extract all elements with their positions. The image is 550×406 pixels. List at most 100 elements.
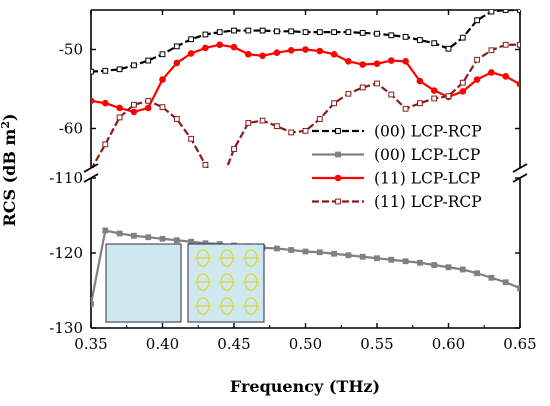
data-point xyxy=(202,161,209,168)
legend-label: (00) LCP-LCP xyxy=(374,146,480,164)
data-point xyxy=(91,301,94,307)
data-point xyxy=(345,58,352,65)
y-axis-title-superscript: 2 xyxy=(0,121,12,129)
data-point xyxy=(302,29,309,36)
data-point xyxy=(287,46,295,54)
x-tick-label: 0.35 xyxy=(74,335,107,353)
data-point xyxy=(131,232,137,239)
legend: (00) LCP-RCP (00) LCP-LCP (11) LCP-LCP (11)… xyxy=(312,123,482,211)
data-point xyxy=(274,123,280,130)
data-point xyxy=(116,114,123,121)
legend-label: (11) LCP-RCP xyxy=(374,193,482,211)
data-point xyxy=(335,198,341,205)
series-3 xyxy=(91,41,520,116)
data-point xyxy=(288,28,295,35)
data-point xyxy=(288,129,295,136)
series-layer xyxy=(91,10,520,307)
data-point xyxy=(316,47,324,55)
data-point xyxy=(316,249,323,256)
data-point xyxy=(335,151,341,158)
inset-coded-panel xyxy=(187,243,265,323)
series-2 xyxy=(91,227,520,307)
series-4 xyxy=(91,41,520,189)
data-point xyxy=(473,76,481,83)
break-mark-upper-right xyxy=(512,163,528,173)
data-point xyxy=(474,17,481,24)
data-point xyxy=(231,27,237,34)
data-point xyxy=(302,46,309,53)
data-point xyxy=(159,76,166,83)
series-line xyxy=(91,43,520,114)
data-point xyxy=(330,50,338,58)
y-tick-label: -130 xyxy=(49,319,83,337)
y-axis-title-close: ) xyxy=(0,113,19,121)
data-point xyxy=(445,45,452,52)
data-point xyxy=(217,184,222,189)
series-line xyxy=(91,10,520,73)
data-point xyxy=(145,57,152,64)
data-point xyxy=(316,29,323,36)
data-point xyxy=(188,238,194,245)
data-point xyxy=(345,252,352,259)
data-point xyxy=(331,29,338,36)
data-point xyxy=(91,68,94,75)
data-point xyxy=(131,101,137,108)
data-point xyxy=(373,60,381,68)
data-point xyxy=(417,37,423,43)
data-point xyxy=(202,44,209,52)
x-tick-label: 0.55 xyxy=(360,335,393,353)
data-point xyxy=(459,88,467,95)
data-point xyxy=(288,247,295,253)
break-mark-lower-right xyxy=(512,173,528,183)
data-point xyxy=(359,253,366,260)
data-point xyxy=(188,135,194,142)
x-tick-label: 0.50 xyxy=(289,335,322,353)
x-tick-label: 0.40 xyxy=(146,335,179,353)
legend-label: (11) LCP-LCP xyxy=(374,170,480,188)
data-point xyxy=(102,141,109,148)
data-point xyxy=(231,146,237,152)
data-point xyxy=(345,29,352,36)
data-point xyxy=(359,84,366,91)
data-point xyxy=(517,10,520,13)
x-tick-label: 0.60 xyxy=(432,335,465,353)
break-mark-lower-left xyxy=(83,173,99,183)
inset-uniform-panel xyxy=(105,243,182,323)
metasurface-inset xyxy=(105,243,265,323)
data-point xyxy=(474,270,481,277)
data-point xyxy=(502,10,509,13)
inset-unit-cells xyxy=(195,249,259,315)
y-axis-title: RCS (dB m2) xyxy=(0,113,19,226)
data-point xyxy=(402,33,409,40)
data-point xyxy=(173,43,180,50)
data-point xyxy=(91,97,95,105)
data-point xyxy=(388,256,395,263)
data-point xyxy=(116,104,123,112)
data-point xyxy=(144,104,152,112)
data-point xyxy=(488,69,495,76)
data-point xyxy=(159,235,166,242)
data-point xyxy=(488,47,495,54)
data-point xyxy=(187,50,195,57)
data-point xyxy=(216,29,223,36)
data-point xyxy=(502,41,509,48)
data-point xyxy=(202,31,209,38)
y-tick-label: -120 xyxy=(49,244,83,262)
data-point xyxy=(116,66,123,73)
data-point xyxy=(145,97,152,104)
data-point xyxy=(102,227,109,234)
data-point xyxy=(445,93,452,100)
data-point xyxy=(417,100,423,107)
legend-label: (00) LCP-RCP xyxy=(374,123,482,141)
data-point xyxy=(216,41,223,49)
data-point xyxy=(430,87,438,94)
data-point xyxy=(345,90,352,97)
data-point xyxy=(374,255,380,262)
series-line xyxy=(91,43,520,168)
x-tick-label: 0.65 xyxy=(503,335,536,353)
data-point xyxy=(173,59,181,67)
data-point xyxy=(517,41,520,48)
break-mark-upper-left xyxy=(83,163,99,173)
data-point xyxy=(159,104,166,111)
